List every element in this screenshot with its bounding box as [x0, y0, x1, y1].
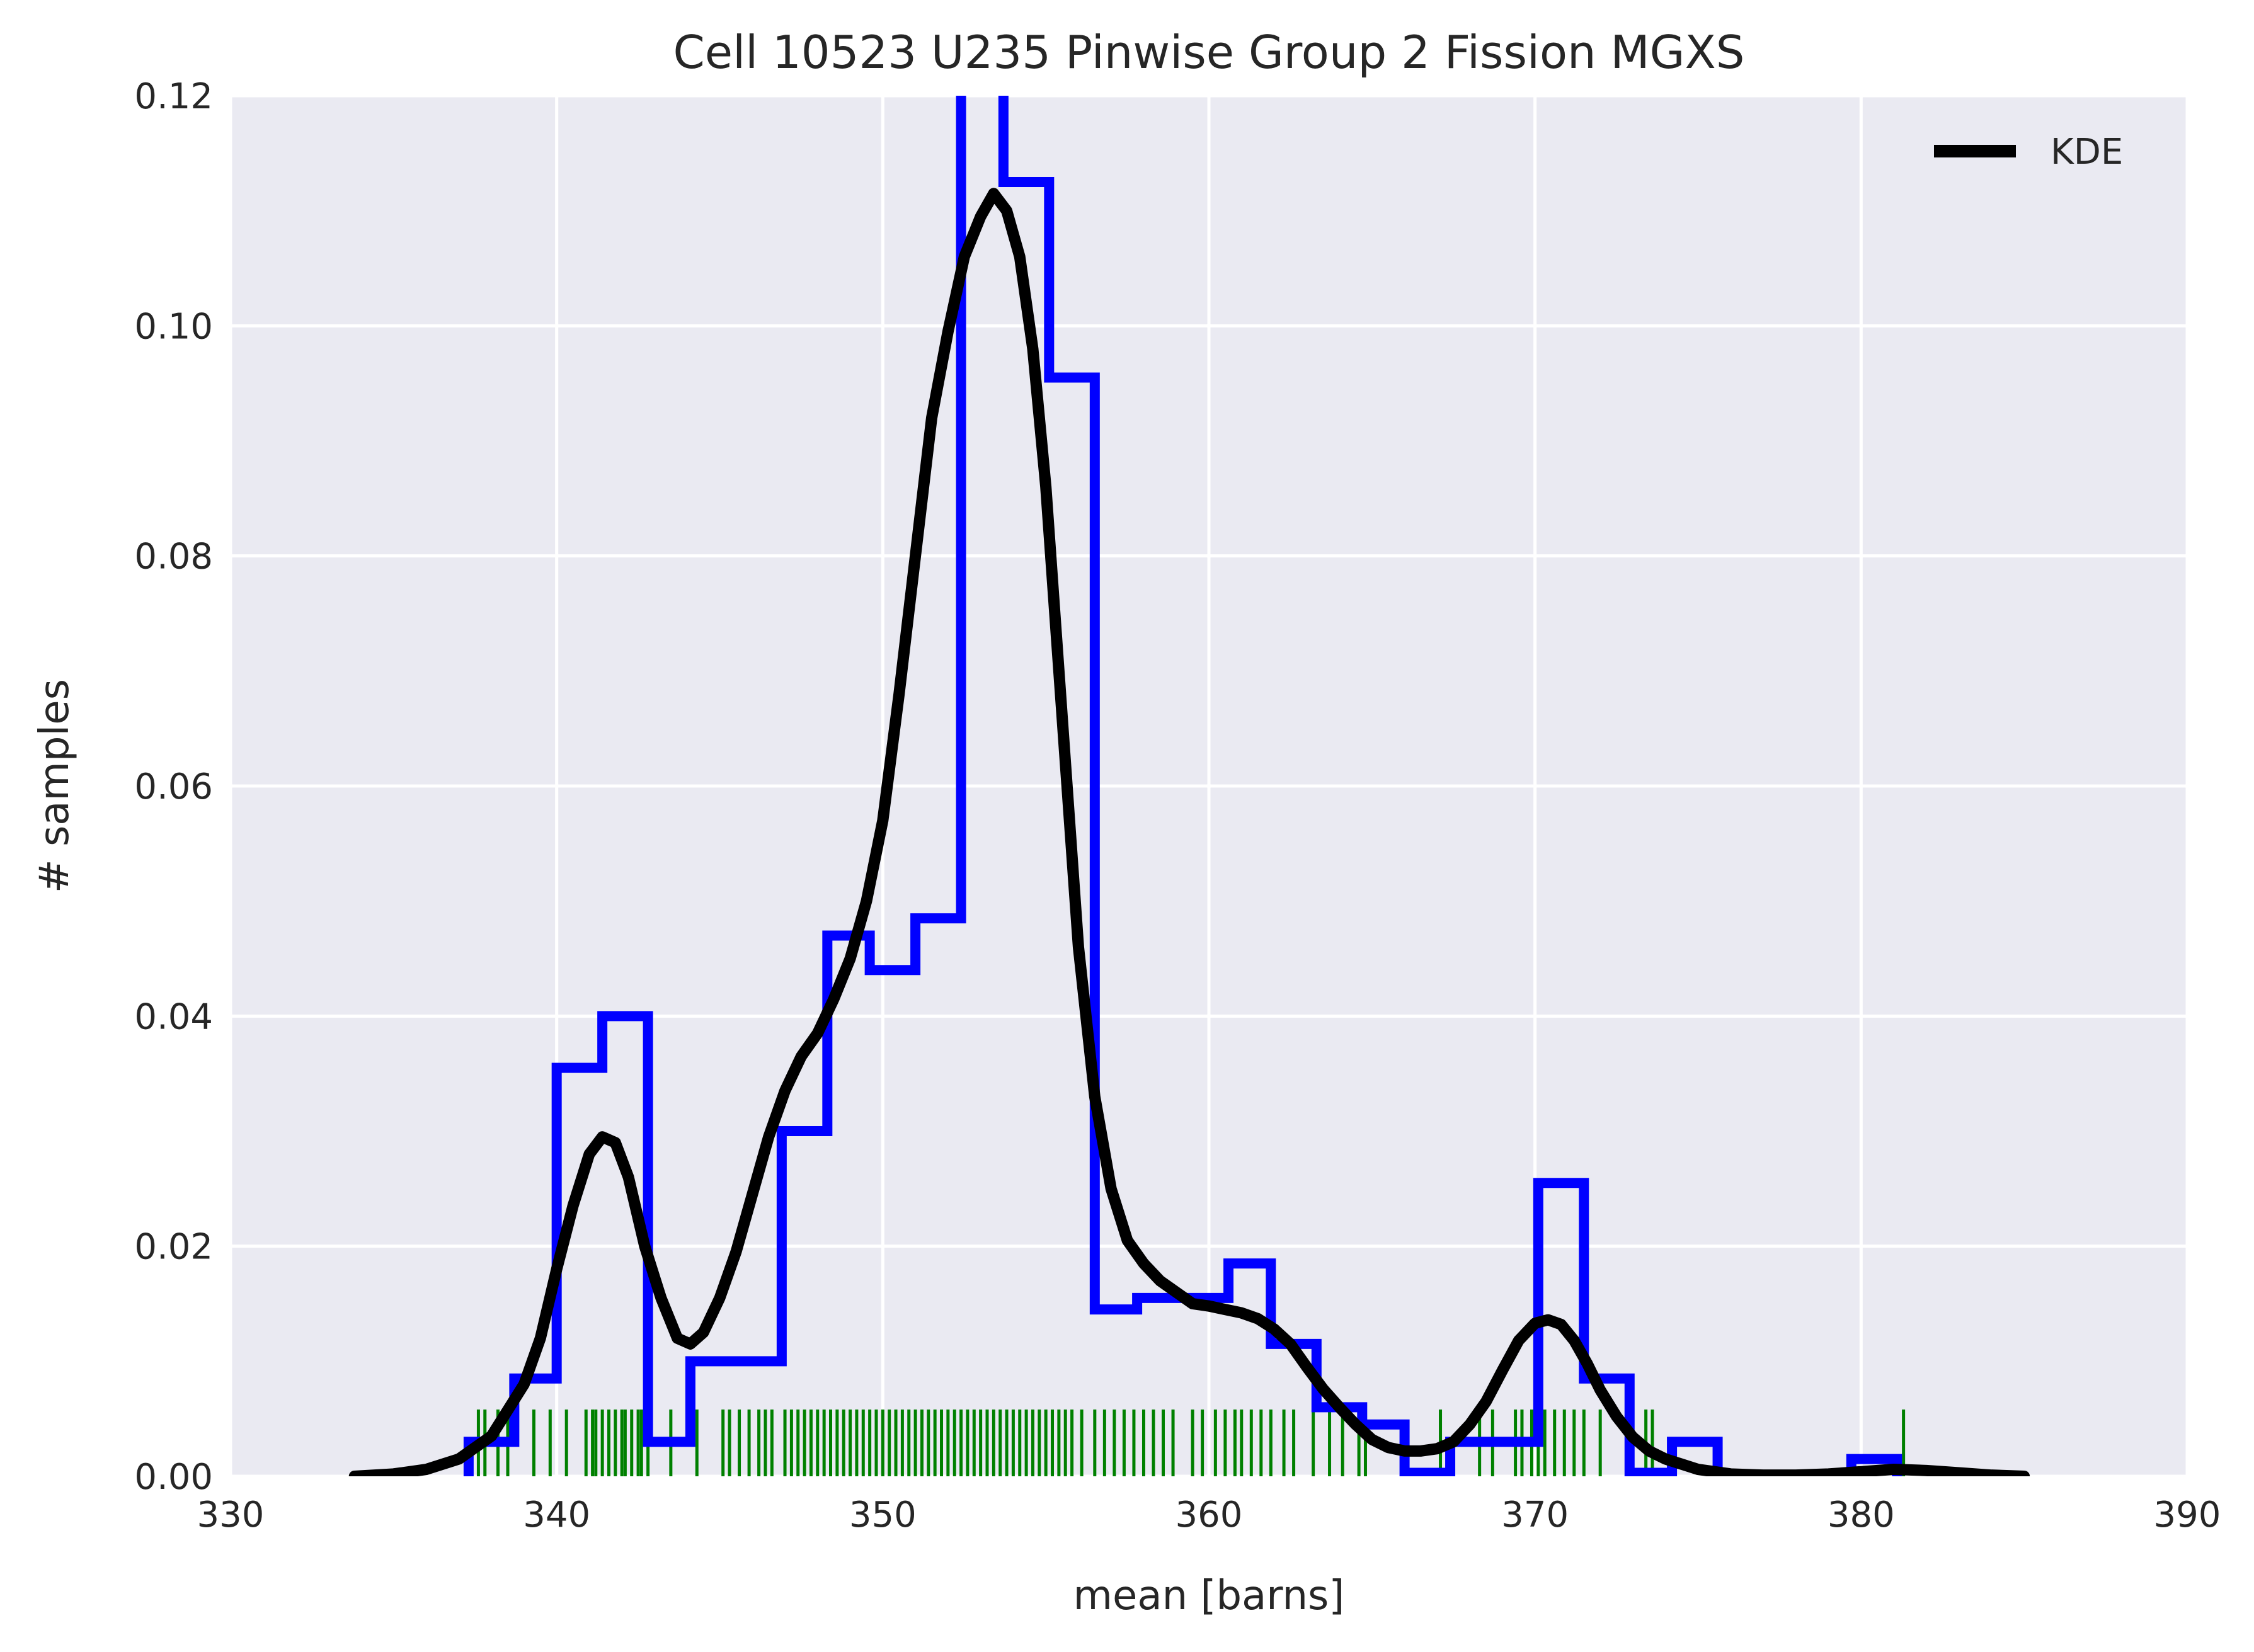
y-axis-label: # samples [31, 679, 78, 893]
y-tick-label: 0.08 [134, 537, 213, 578]
y-tick-label: 0.00 [134, 1457, 213, 1498]
legend: KDE [1934, 132, 2123, 173]
x-axis-label: mean [barns] [1073, 1573, 1345, 1619]
kde-line [348, 188, 2030, 1476]
histogram-outline [463, 96, 1902, 1476]
legend-kde-label: KDE [2051, 132, 2123, 173]
kde [348, 188, 2030, 1476]
x-tick-labels: 330 340 350 360 370 380 390 [197, 1495, 2221, 1535]
chart-title: Cell 10523 U235 Pinwise Group 2 Fission … [673, 26, 1745, 79]
x-tick-label: 390 [2154, 1495, 2221, 1535]
histogram [463, 96, 1902, 1476]
y-tick-label: 0.04 [134, 996, 213, 1037]
y-tick-label: 0.12 [134, 76, 213, 117]
x-tick-label: 360 [1176, 1495, 1243, 1535]
x-tick-label: 370 [1501, 1495, 1569, 1535]
y-tick-labels: 0.00 0.02 0.04 0.06 0.08 0.10 0.12 [134, 76, 213, 1498]
x-tick-label: 340 [523, 1495, 590, 1535]
x-tick-label: 350 [849, 1495, 917, 1535]
y-tick-label: 0.10 [134, 306, 213, 347]
y-tick-label: 0.02 [134, 1227, 213, 1268]
y-tick-label: 0.06 [134, 766, 213, 807]
x-tick-label: 380 [1828, 1495, 1895, 1535]
x-tick-label: 330 [197, 1495, 265, 1535]
